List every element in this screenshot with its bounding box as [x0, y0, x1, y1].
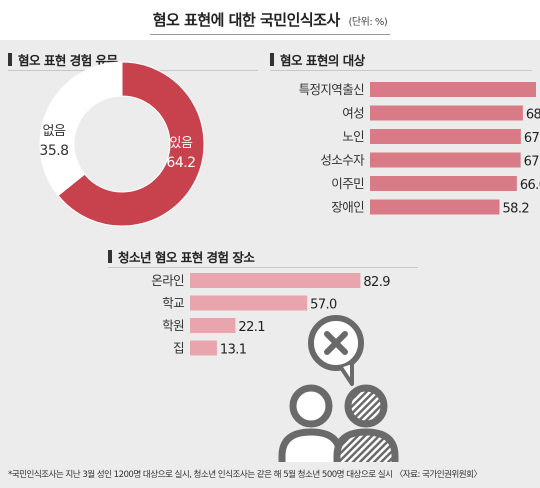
slice-label: 있음 [170, 136, 193, 151]
bar [370, 129, 521, 144]
category-label: 성소수자 [320, 153, 365, 168]
category-label: 특정지역출신 [299, 82, 365, 97]
bar [370, 199, 500, 215]
section-title-text: 혐오 표현 경험 유무 [18, 53, 118, 68]
value-label: 67.8 [524, 131, 540, 146]
section-title-text: 청소년 혐오 표현 경험 장소 [118, 250, 255, 265]
person-icon [278, 384, 344, 470]
bar [370, 82, 536, 97]
page-title: 혐오 표현에 대한 국민인식조사 (단위: %) [0, 9, 540, 30]
section-marker [8, 53, 12, 66]
value-label: 67.7 [524, 155, 540, 170]
speech-bubble-icon [308, 315, 364, 386]
title-text: 혐오 표현에 대한 국민인식조사 [152, 11, 341, 29]
value-label: 68.7 [526, 108, 540, 123]
donut-chart: 있음 64.2 없음 35.8 [39, 61, 205, 227]
section-marker [108, 250, 112, 263]
value-label: 66.0 [520, 178, 540, 193]
bar [370, 105, 523, 121]
title-underline [150, 34, 390, 35]
category-label: 온라인 [151, 273, 184, 288]
section-rule [270, 70, 532, 71]
hatched-person-icon [333, 384, 399, 470]
places-bar-chart: 온라인 82.9 학교 57.0 학원 22.1 집 13.1 [151, 273, 391, 358]
value-label: 57.0 [310, 298, 337, 313]
category-label: 노인 [342, 129, 364, 144]
category-label: 장애인 [331, 200, 364, 215]
unit-label: (단위: %) [348, 17, 388, 28]
category-label: 이주민 [331, 176, 364, 191]
bar [190, 340, 217, 356]
bar [370, 176, 517, 191]
section-marker [270, 53, 274, 66]
value-label: 74.6 [539, 84, 540, 99]
category-label: 집 [173, 341, 184, 356]
slice-value-label: 64.2 [166, 155, 195, 171]
donut-slice [57, 61, 205, 227]
section-title-targets: 혐오 표현의 대상 [270, 50, 365, 69]
category-label: 여성 [342, 106, 364, 121]
section-title-experience: 혐오 표현 경험 유무 [8, 50, 118, 69]
category-label: 학교 [162, 296, 184, 311]
footnote: *국민인식조사는 지난 3월 성인 1200명 대상으로 실시, 청소년 인식조… [0, 462, 540, 488]
bar [370, 152, 521, 168]
section-title-text: 혐오 표현의 대상 [280, 53, 365, 68]
section-rule [108, 267, 418, 268]
category-label: 학원 [162, 318, 184, 333]
value-label: 22.1 [238, 320, 265, 335]
header: 혐오 표현에 대한 국민인식조사 (단위: %) [0, 0, 540, 40]
slice-label: 없음 [43, 124, 66, 139]
value-label: 13.1 [220, 343, 247, 358]
donut-slice [39, 61, 123, 197]
targets-bar-chart: 특정지역출신 74.6 여성 68.7 노인 67.8 성소수자 67.7 이주민 66.0 장애인… [299, 82, 540, 217]
value-label: 82.9 [363, 275, 390, 290]
value-label: 58.2 [502, 202, 529, 217]
section-title-youth-places: 청소년 혐오 표현 경험 장소 [108, 247, 255, 266]
bar [190, 318, 236, 333]
bar [190, 273, 361, 288]
bar [190, 295, 308, 311]
slice-value-label: 35.8 [39, 143, 68, 159]
